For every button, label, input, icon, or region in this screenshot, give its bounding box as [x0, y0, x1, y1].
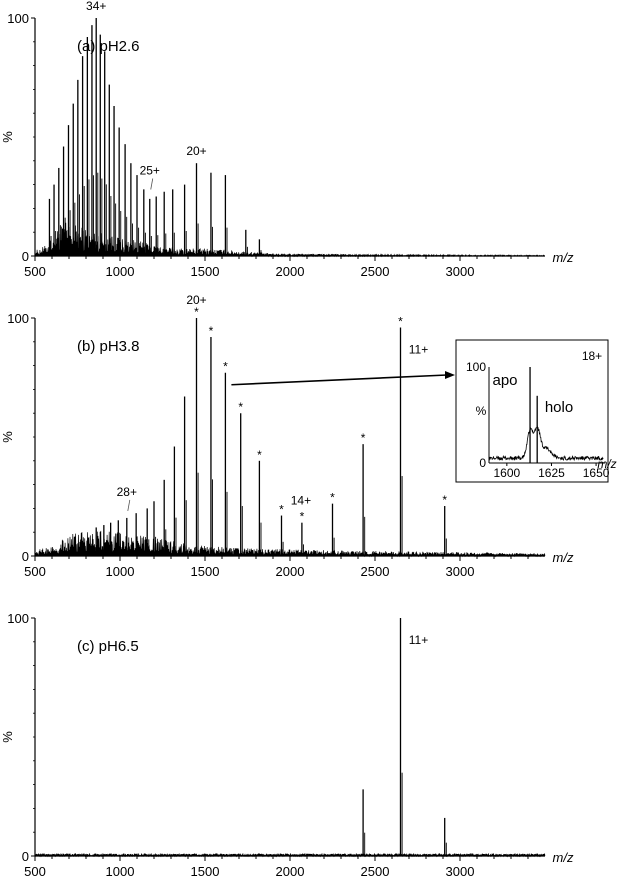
peak-annotation: 11+ [409, 343, 428, 357]
inset-x-tick-label: 1625 [538, 466, 565, 480]
x-tick-label: 500 [24, 264, 46, 279]
x-tick-label: 1000 [106, 564, 135, 579]
x-axis-label: m/z [553, 850, 574, 865]
inset-apo-label: apo [492, 372, 517, 389]
inset-arrow [231, 374, 448, 386]
x-tick-label: 1500 [191, 864, 220, 879]
peak-annotation: 28+ [117, 485, 137, 499]
y-tick-label: 100 [7, 11, 29, 26]
x-tick-label: 2000 [276, 864, 305, 879]
x-tick-label: 3000 [446, 564, 475, 579]
x-tick-label: 1000 [106, 264, 135, 279]
x-tick-label: 1500 [191, 264, 220, 279]
y-axis-label: % [0, 731, 15, 743]
x-tick-label: 2000 [276, 564, 305, 579]
peak-star-marker: * [238, 400, 243, 414]
x-axis-label: m/z [553, 250, 574, 265]
inset-x-tick-label: 1650 [583, 466, 610, 480]
peak-star-marker: * [361, 431, 366, 445]
peak-star-marker: * [223, 360, 228, 374]
x-tick-label: 3000 [446, 864, 475, 879]
y-tick-label: 0 [22, 249, 29, 264]
inset-panel: 1600 1625 1650 0 100 m/z% apo holo 18+ [455, 339, 617, 483]
peak-annotation: 11+ [409, 633, 428, 647]
inset-spectrum-trace [488, 425, 604, 462]
peak-star-marker: * [330, 491, 335, 505]
x-tick-label: 2000 [276, 264, 305, 279]
x-axis-label: m/z [553, 550, 574, 565]
x-tick-label: 2500 [361, 264, 390, 279]
x-tick-label: 1500 [191, 564, 220, 579]
baseline-noise [34, 222, 546, 258]
y-axis-label: % [0, 431, 15, 443]
peak-star-marker: * [279, 503, 284, 517]
inset-charge-label: 18+ [582, 349, 602, 363]
x-tick-label: 500 [24, 564, 46, 579]
inset-holo-label: holo [545, 399, 573, 416]
inset-y-axis-label: % [476, 404, 487, 418]
peak-annotation: 20+ [186, 144, 206, 158]
panel-title: (b) pH3.8 [77, 338, 140, 355]
peak-annotation: 34+ [86, 0, 106, 13]
panel-title: (a) pH2.6 [77, 38, 140, 55]
baseline-noise [34, 530, 546, 558]
inset-x-axis-label: m/z [597, 457, 616, 471]
peak-annotation: 14+ [291, 494, 311, 508]
peak-annotation: 20+ [186, 293, 206, 307]
y-tick-label: 100 [7, 311, 29, 326]
inset-y-tick-label: 100 [466, 360, 486, 374]
spectrum-panel-3: 500 1000 1500 2000 2500 3000 0 100% m/z (c) pH6.5… [0, 611, 574, 879]
inset-y-tick-label: 0 [479, 456, 486, 470]
x-tick-label: 2500 [361, 864, 390, 879]
y-tick-label: 100 [7, 611, 29, 626]
peak-star-marker: * [442, 493, 447, 507]
peak-star-marker: * [398, 315, 403, 329]
spectrum-panel-1: 500 1000 1500 2000 2500 3000 0 100% m/z (a) pH2.6… [0, 0, 574, 279]
x-tick-label: 2500 [361, 564, 390, 579]
annotation-leader [150, 178, 154, 190]
annotation-leader [127, 499, 131, 511]
panel-title: (c) pH6.5 [77, 638, 139, 655]
peak-annotation: 25+ [140, 164, 160, 178]
x-tick-label: 500 [24, 864, 46, 879]
y-tick-label: 0 [22, 549, 29, 564]
x-tick-label: 1000 [106, 864, 135, 879]
y-tick-label: 0 [22, 849, 29, 864]
peak-star-marker: * [209, 324, 214, 338]
peak-star-marker: * [257, 448, 262, 462]
x-tick-label: 3000 [446, 264, 475, 279]
peak-star-marker: * [194, 305, 199, 319]
inset-arrowhead [445, 371, 455, 379]
inset-x-tick-label: 1600 [493, 466, 520, 480]
peak-star-marker: * [300, 510, 305, 524]
baseline-noise [34, 853, 546, 858]
y-axis-label: % [0, 131, 15, 143]
